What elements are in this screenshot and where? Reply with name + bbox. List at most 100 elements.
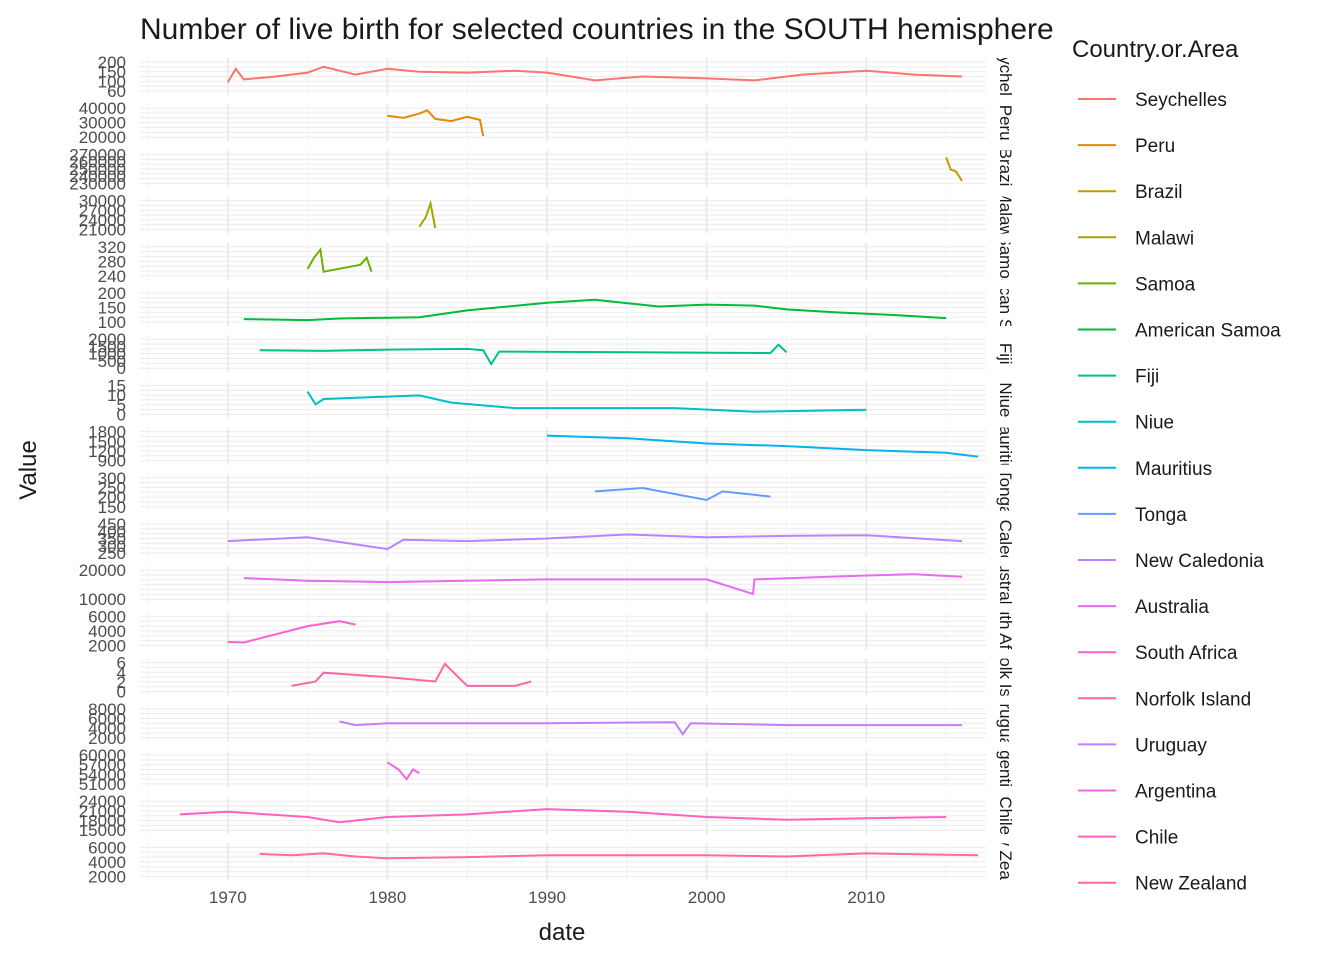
strip-label: South Africa <box>996 585 1015 677</box>
y-tick-label: 0 <box>117 359 126 378</box>
strip-label: Niue <box>996 382 1015 417</box>
y-tick-label: 10 <box>107 386 126 405</box>
y-tick-label: 1500 <box>88 337 126 356</box>
strip-label: American Samoa <box>996 242 1015 373</box>
y-tick-label: 320 <box>98 238 126 257</box>
y-tick-label: 350 <box>98 530 126 549</box>
y-tick-label: 500 <box>98 352 126 371</box>
series-line <box>386 761 420 781</box>
series-line <box>546 434 979 458</box>
y-tick-label: 21000 <box>79 221 126 240</box>
legend-label: New Zealand <box>1135 874 1247 895</box>
strip-label: Seychelles <box>996 35 1015 117</box>
strip-label: Mauritius <box>996 412 1015 481</box>
y-tick-label: 57000 <box>79 756 126 775</box>
y-tick-label: 100 <box>98 72 126 91</box>
strip-label: Samoa <box>996 234 1015 288</box>
legend-item: Tonga <box>1078 505 1187 526</box>
legend-item: Brazil <box>1078 182 1183 203</box>
y-tick-label: 300 <box>98 537 126 556</box>
y-tick-label: 150 <box>98 63 126 82</box>
x-tick-label: 2000 <box>688 888 726 907</box>
y-tick-label: 60000 <box>79 746 126 765</box>
legend-label: New Caledonia <box>1135 551 1264 572</box>
x-tick-label: 2010 <box>847 888 885 907</box>
x-tick-label: 1980 <box>369 888 407 907</box>
y-tick-label: 240 <box>98 267 126 286</box>
y-tick-label: 1000 <box>88 345 126 364</box>
y-tick-label: 24000 <box>79 792 126 811</box>
series-line <box>291 662 532 687</box>
legend-item: Peru <box>1078 136 1175 157</box>
series-line <box>306 391 867 413</box>
legend-item: Norfolk Island <box>1078 689 1251 710</box>
legend-item: Malawi <box>1078 228 1194 249</box>
y-tick-label: 2000 <box>88 636 126 655</box>
y-tick-label: 200 <box>98 284 126 303</box>
y-tick-label: 51000 <box>79 775 126 794</box>
x-axis-title: date <box>539 919 586 946</box>
y-tick-label: 4000 <box>88 719 126 738</box>
legend-item: Samoa <box>1078 274 1196 295</box>
series-line <box>227 620 356 644</box>
legend: Country.or.Area Seychelles Peru Brazil Mala… <box>1072 36 1281 895</box>
series-line <box>945 157 963 182</box>
y-tick-label: 21000 <box>79 802 126 821</box>
y-tick-label: 1200 <box>88 442 126 461</box>
y-tick-label: 250000 <box>69 160 126 179</box>
y-tick-label: 6 <box>117 654 126 673</box>
x-tick-label: 1970 <box>209 888 247 907</box>
legend-item: New Caledonia <box>1078 551 1264 572</box>
y-tick-label: 280 <box>98 252 126 271</box>
legend-label: Samoa <box>1135 274 1196 295</box>
legend-item: Fiji <box>1078 367 1159 388</box>
strip-label: Fiji <box>996 343 1015 365</box>
legend-label: Peru <box>1135 136 1175 157</box>
y-tick-label: 150 <box>98 498 126 517</box>
y-tick-label: 1500 <box>88 432 126 451</box>
y-tick-label: 24000 <box>79 211 126 230</box>
y-tick-label: 450 <box>98 515 126 534</box>
legend-label: American Samoa <box>1135 321 1281 342</box>
legend-label: South Africa <box>1135 643 1238 664</box>
legend-label: Uruguay <box>1135 735 1207 756</box>
strip-label: Tonga <box>996 469 1015 516</box>
y-tick-label: 20000 <box>79 128 126 147</box>
y-tick-label: 270000 <box>69 145 126 164</box>
y-tick-label: 8000 <box>88 700 126 719</box>
y-tick-label: 6000 <box>88 838 126 857</box>
series-line <box>387 109 485 137</box>
legend-item: New Zealand <box>1078 874 1247 895</box>
legend-item: Niue <box>1078 413 1174 434</box>
series-line <box>227 533 963 551</box>
strip-label: Malawi <box>996 189 1015 242</box>
facet-panel: 20000 10000 Australia <box>79 561 1015 609</box>
y-tick-label: 4 <box>117 663 126 682</box>
y-tick-label: 200 <box>98 53 126 72</box>
strip-label: Norfolk Island <box>996 625 1015 729</box>
y-tick-label: 4000 <box>88 853 126 872</box>
y-tick-label: 900 <box>98 452 126 471</box>
legend-item: American Samoa <box>1078 321 1281 342</box>
y-tick-label: 150 <box>98 299 126 318</box>
legend-label: Tonga <box>1135 505 1187 526</box>
y-tick-label: 240000 <box>69 167 126 186</box>
y-tick-label: 250 <box>98 544 126 563</box>
y-tick-label: 10000 <box>79 590 126 609</box>
x-tick-label: 1990 <box>528 888 566 907</box>
